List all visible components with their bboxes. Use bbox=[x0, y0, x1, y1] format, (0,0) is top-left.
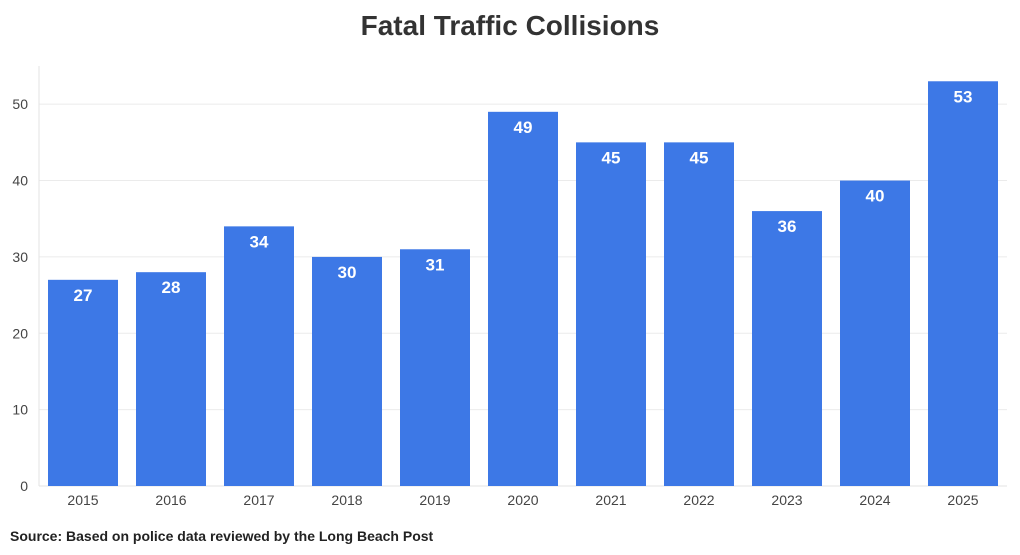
data-label: 40 bbox=[866, 187, 885, 206]
y-tick-label: 10 bbox=[12, 402, 28, 418]
data-label: 27 bbox=[74, 286, 93, 305]
data-label: 28 bbox=[162, 278, 181, 297]
data-label: 30 bbox=[338, 263, 357, 282]
data-label: 49 bbox=[514, 118, 533, 137]
x-tick-label: 2015 bbox=[67, 492, 98, 508]
data-label: 45 bbox=[602, 148, 621, 167]
bar bbox=[488, 111, 558, 487]
bar bbox=[928, 81, 998, 486]
y-tick-label: 30 bbox=[12, 249, 28, 265]
bar bbox=[224, 226, 294, 486]
x-tick-label: 2024 bbox=[859, 492, 890, 508]
x-tick-label: 2021 bbox=[595, 492, 626, 508]
source-note: Source: Based on police data reviewed by… bbox=[10, 528, 434, 544]
x-tick-label: 2025 bbox=[947, 492, 978, 508]
x-tick-label: 2018 bbox=[331, 492, 362, 508]
bar bbox=[400, 249, 470, 486]
x-tick-label: 2022 bbox=[683, 492, 714, 508]
data-label: 53 bbox=[954, 87, 973, 106]
x-tick-label: 2023 bbox=[771, 492, 802, 508]
x-tick-label: 2019 bbox=[419, 492, 450, 508]
data-label: 45 bbox=[690, 148, 709, 167]
bar bbox=[752, 211, 822, 486]
x-tick-label: 2017 bbox=[243, 492, 274, 508]
y-tick-label: 40 bbox=[12, 173, 28, 189]
x-tick-label: 2020 bbox=[507, 492, 538, 508]
chart-title: Fatal Traffic Collisions bbox=[360, 10, 660, 41]
y-tick-label: 0 bbox=[20, 478, 28, 494]
bar bbox=[136, 272, 206, 486]
data-label: 31 bbox=[426, 255, 445, 274]
y-tick-label: 50 bbox=[12, 96, 28, 112]
bar bbox=[664, 142, 734, 486]
bar bbox=[48, 279, 118, 486]
bar bbox=[840, 180, 910, 486]
bar bbox=[312, 256, 382, 486]
x-tick-label: 2016 bbox=[155, 492, 186, 508]
bar bbox=[576, 142, 646, 486]
data-label: 36 bbox=[778, 217, 797, 236]
data-label: 34 bbox=[250, 232, 269, 251]
y-tick-label: 20 bbox=[12, 325, 28, 341]
